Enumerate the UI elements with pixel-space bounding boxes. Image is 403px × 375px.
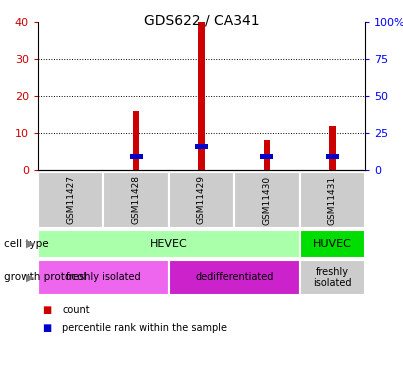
Text: percentile rank within the sample: percentile rank within the sample	[62, 323, 227, 333]
Bar	[133, 111, 139, 170]
Bar	[260, 154, 274, 159]
Bar	[326, 154, 339, 159]
Text: ■: ■	[42, 305, 51, 315]
Bar	[264, 140, 270, 170]
Bar	[104, 172, 169, 228]
Bar	[38, 230, 299, 258]
Bar	[169, 260, 299, 295]
Bar	[299, 172, 365, 228]
Bar	[129, 154, 143, 159]
Text: GDS622 / CA341: GDS622 / CA341	[144, 13, 259, 27]
Bar	[299, 260, 365, 295]
Bar	[329, 126, 336, 170]
Text: ▶: ▶	[26, 273, 34, 282]
Text: growth protocol: growth protocol	[4, 273, 86, 282]
Bar	[38, 260, 169, 295]
Text: count: count	[62, 305, 90, 315]
Text: ■: ■	[42, 323, 51, 333]
Bar	[198, 22, 205, 170]
Bar	[234, 172, 299, 228]
Text: GSM11427: GSM11427	[66, 176, 75, 225]
Text: freshly isolated: freshly isolated	[66, 273, 141, 282]
Text: GSM11431: GSM11431	[328, 176, 337, 225]
Text: dedifferentiated: dedifferentiated	[195, 273, 273, 282]
Text: cell type: cell type	[4, 239, 49, 249]
Text: freshly
isolated: freshly isolated	[313, 267, 351, 288]
Bar	[169, 172, 234, 228]
Text: GSM11428: GSM11428	[132, 176, 141, 225]
Text: HEVEC: HEVEC	[150, 239, 188, 249]
Bar	[195, 144, 208, 148]
Text: GSM11429: GSM11429	[197, 176, 206, 225]
Text: HUVEC: HUVEC	[313, 239, 352, 249]
Text: ▶: ▶	[26, 239, 34, 249]
Bar	[38, 172, 104, 228]
Text: GSM11430: GSM11430	[262, 176, 271, 225]
Bar	[299, 230, 365, 258]
